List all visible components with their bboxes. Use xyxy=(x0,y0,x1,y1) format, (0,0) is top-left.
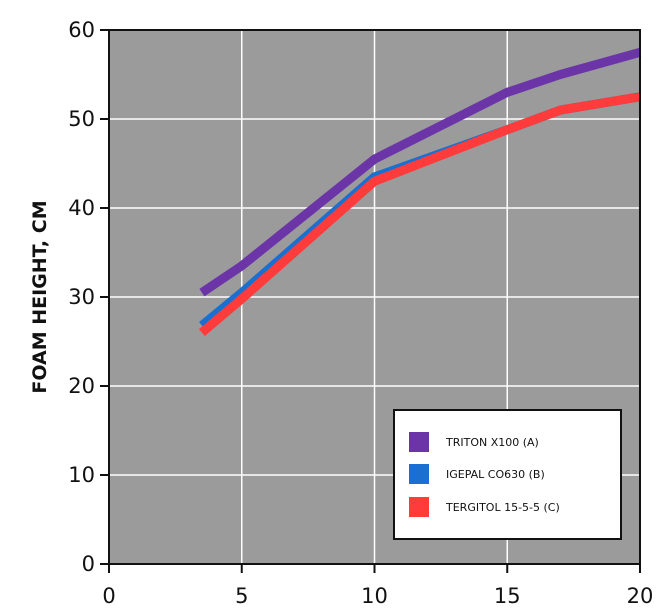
series-line-0 xyxy=(199,47,642,297)
y-tick-label: 40 xyxy=(68,196,95,220)
legend: TRITON X100 (A) IGEPAL CO630 (B) TERGITOL … xyxy=(393,409,622,540)
series-line-2 xyxy=(198,92,641,337)
y-tick-label: 50 xyxy=(68,107,95,131)
legend-label-1: IGEPAL CO630 (B) xyxy=(446,468,545,481)
axis-ticks xyxy=(100,29,641,573)
legend-swatch-1 xyxy=(409,464,429,484)
y-tick-labels: 0 10 20 30 40 50 60 xyxy=(68,18,95,576)
y-tick-label: 30 xyxy=(68,285,95,309)
x-tick-label: 15 xyxy=(494,584,521,608)
series-lines xyxy=(198,47,642,337)
y-tick-label: 20 xyxy=(68,374,95,398)
x-tick-labels: 0 5 10 15 20 xyxy=(102,584,653,608)
x-tick-label: 20 xyxy=(627,584,654,608)
y-tick-label: 0 xyxy=(82,552,95,576)
legend-swatch-0 xyxy=(409,432,429,452)
legend-swatch-2 xyxy=(409,497,429,517)
y-tick-label: 10 xyxy=(68,463,95,487)
y-axis-label: FOAM HEIGHT, CM xyxy=(29,200,51,393)
x-tick-label: 5 xyxy=(235,584,248,608)
legend-box xyxy=(393,409,622,540)
x-tick-label: 0 xyxy=(102,584,115,608)
legend-label-2: TERGITOL 15-5-5 (C) xyxy=(445,501,560,514)
y-tick-label: 60 xyxy=(68,18,95,42)
grid-lines xyxy=(109,30,640,564)
x-tick-label: 10 xyxy=(361,584,388,608)
legend-label-0: TRITON X100 (A) xyxy=(445,436,539,449)
